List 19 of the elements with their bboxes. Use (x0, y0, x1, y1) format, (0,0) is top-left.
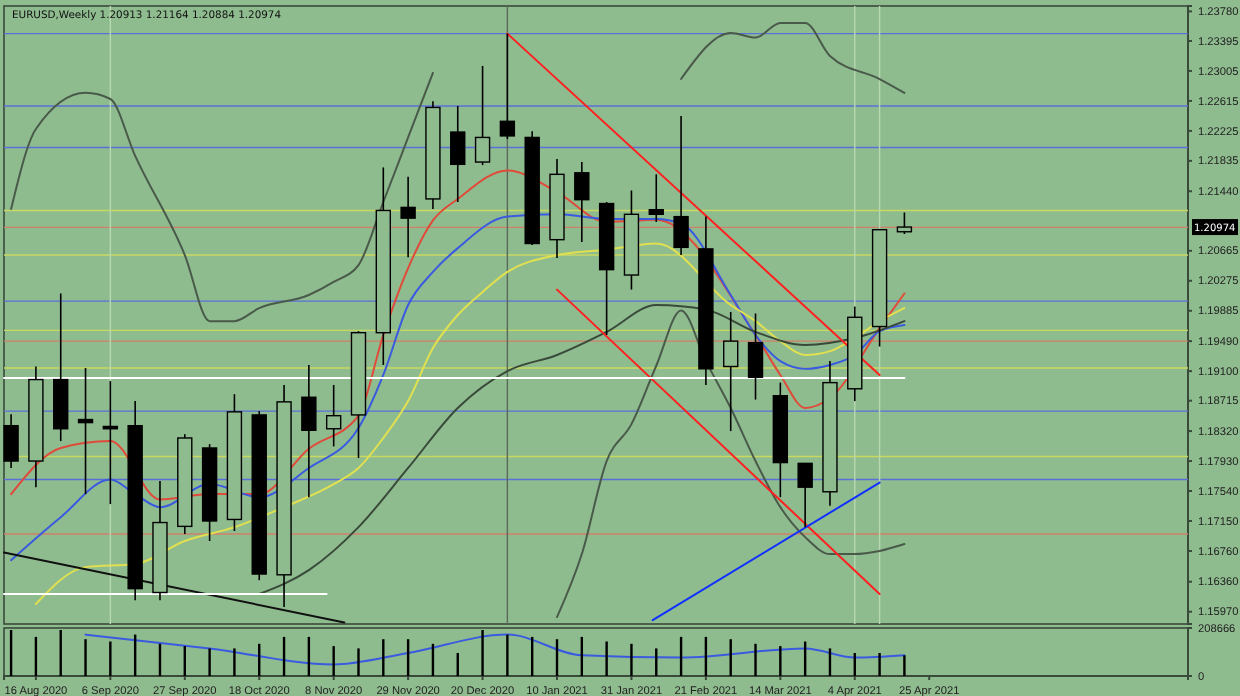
candlestick (499, 32, 516, 140)
candlestick (474, 65, 491, 166)
candlestick (673, 115, 689, 256)
line-series (556, 309, 906, 619)
candlestick (723, 311, 739, 432)
candlestick (3, 413, 19, 469)
candlestick (301, 364, 317, 498)
candlestick (797, 462, 813, 528)
candlestick (648, 173, 664, 223)
candlestick (574, 161, 590, 243)
line-series (34, 242, 906, 606)
line-series (258, 304, 906, 596)
candlestick (77, 367, 94, 495)
candlestick (747, 312, 764, 401)
line-series (84, 633, 906, 666)
candlestick (400, 175, 416, 259)
candlestick (450, 105, 466, 203)
candlestick (896, 211, 913, 235)
candlestick (325, 384, 342, 448)
